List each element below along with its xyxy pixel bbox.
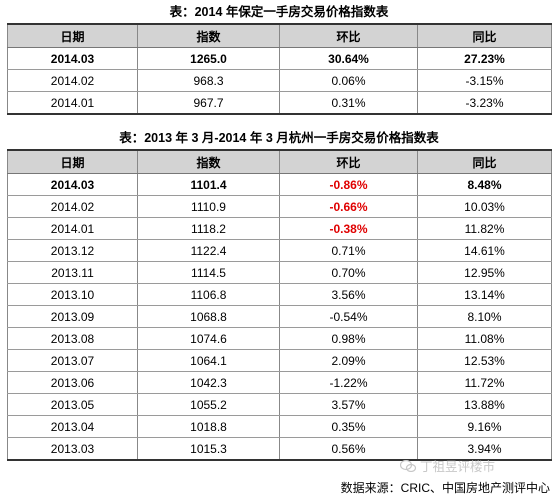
date-cell: 2013.04 (7, 415, 138, 438)
date-cell: 2013.06 (7, 371, 138, 394)
date-cell: 2013.09 (7, 305, 138, 328)
index-cell: 1110.9 (137, 195, 280, 218)
yoy-cell: 8.10% (417, 305, 552, 328)
mom-cell: 0.35% (279, 415, 418, 438)
data-source-note: 数据来源：CRIC、中国房地产测评中心 (340, 481, 550, 495)
table-row: 2013.06 1042.3 -1.22% 11.72% (7, 371, 552, 394)
hangzhou-price-index-table: 日期 指数 环比 同比 2014.03 1101.4 -0.86% 8.48% 2014… (7, 149, 552, 461)
index-cell: 1106.8 (137, 283, 280, 306)
table-row: 2013.08 1074.6 0.98% 11.08% (7, 327, 552, 350)
date-cell: 2014.01 (7, 217, 138, 240)
date-cell: 2013.10 (7, 283, 138, 306)
mom-cell: 3.57% (279, 393, 418, 416)
table-row: 2013.12 1122.4 0.71% 14.61% (7, 239, 552, 262)
yoy-cell: 14.61% (417, 239, 552, 262)
date-cell: 2014.03 (7, 47, 138, 70)
yoy-cell: -3.15% (417, 69, 552, 92)
table-row: 2013.10 1106.8 3.56% 13.14% (7, 283, 552, 306)
index-cell: 1122.4 (137, 239, 280, 262)
table-row: 2014.03 1101.4 -0.86% 8.48% (7, 173, 552, 196)
date-cell: 2014.03 (7, 173, 138, 196)
header-index: 指数 (137, 149, 280, 174)
index-cell: 1101.4 (137, 173, 280, 196)
table-row: 2014.03 1265.0 30.64% 27.23% (7, 47, 552, 70)
index-cell: 1042.3 (137, 371, 280, 394)
mom-cell: 3.56% (279, 283, 418, 306)
index-cell: 1018.8 (137, 415, 280, 438)
yoy-cell: 8.48% (417, 173, 552, 196)
table-row: 2013.05 1055.2 3.57% 13.88% (7, 393, 552, 416)
yoy-cell: 13.14% (417, 283, 552, 306)
date-cell: 2013.07 (7, 349, 138, 372)
table-row: 2013.09 1068.8 -0.54% 8.10% (7, 305, 552, 328)
mom-cell: -0.38% (279, 217, 418, 240)
baoding-price-index-table: 日期 指数 环比 同比 2014.03 1265.0 30.64% 27.23% 201… (7, 23, 552, 115)
table-row: 2014.01 967.7 0.31% -3.23% (7, 91, 552, 115)
mom-cell: -0.54% (279, 305, 418, 328)
table-row: 2013.11 1114.5 0.70% 12.95% (7, 261, 552, 284)
yoy-cell: 10.03% (417, 195, 552, 218)
table-header-row: 日期 指数 环比 同比 (7, 149, 552, 174)
mom-cell: 2.09% (279, 349, 418, 372)
date-cell: 2013.08 (7, 327, 138, 350)
header-date: 日期 (7, 23, 138, 48)
yoy-cell: 11.82% (417, 217, 552, 240)
header-date: 日期 (7, 149, 138, 174)
mom-cell: 0.98% (279, 327, 418, 350)
table-row: 2013.04 1018.8 0.35% 9.16% (7, 415, 552, 438)
index-cell: 1015.3 (137, 437, 280, 461)
date-cell: 2013.12 (7, 239, 138, 262)
date-cell: 2013.11 (7, 261, 138, 284)
mom-cell: 0.06% (279, 69, 418, 92)
index-cell: 1265.0 (137, 47, 280, 70)
mom-cell: 0.70% (279, 261, 418, 284)
mom-cell: -0.86% (279, 173, 418, 196)
index-cell: 968.3 (137, 69, 280, 92)
table2-title: 表：2013 年 3 月-2014 年 3 月杭州一手房交易价格指数表 (119, 131, 439, 145)
yoy-cell: 12.53% (417, 349, 552, 372)
watermark-text: 丁祖昱评楼市 (420, 460, 496, 474)
date-cell: 2013.03 (7, 437, 138, 461)
yoy-cell: 27.23% (417, 47, 552, 70)
header-mom: 环比 (279, 149, 418, 174)
index-cell: 1064.1 (137, 349, 280, 372)
watermark: 丁祖昱评楼市 (400, 456, 495, 475)
date-cell: 2014.02 (7, 195, 138, 218)
mom-cell: 0.56% (279, 437, 418, 461)
yoy-cell: 3.94% (417, 437, 552, 461)
table-header-row: 日期 指数 环比 同比 (7, 23, 552, 48)
table-row: 2014.02 1110.9 -0.66% 10.03% (7, 195, 552, 218)
wechat-icon (400, 459, 416, 472)
table-row: 2013.03 1015.3 0.56% 3.94% (7, 437, 552, 461)
yoy-cell: 11.72% (417, 371, 552, 394)
table-row: 2014.01 1118.2 -0.38% 11.82% (7, 217, 552, 240)
date-cell: 2014.02 (7, 69, 138, 92)
index-cell: 1118.2 (137, 217, 280, 240)
index-cell: 1114.5 (137, 261, 280, 284)
yoy-cell: 13.88% (417, 393, 552, 416)
yoy-cell: 9.16% (417, 415, 552, 438)
yoy-cell: 11.08% (417, 327, 552, 350)
yoy-cell: 12.95% (417, 261, 552, 284)
index-cell: 967.7 (137, 91, 280, 115)
yoy-cell: -3.23% (417, 91, 552, 115)
date-cell: 2014.01 (7, 91, 138, 115)
header-mom: 环比 (279, 23, 418, 48)
mom-cell: -0.66% (279, 195, 418, 218)
date-cell: 2013.05 (7, 393, 138, 416)
header-yoy: 同比 (417, 149, 552, 174)
mom-cell: -1.22% (279, 371, 418, 394)
index-cell: 1055.2 (137, 393, 280, 416)
table-row: 2014.02 968.3 0.06% -3.15% (7, 69, 552, 92)
mom-cell: 0.31% (279, 91, 418, 115)
mom-cell: 0.71% (279, 239, 418, 262)
table1-title: 表：2014 年保定一手房交易价格指数表 (169, 5, 389, 19)
index-cell: 1074.6 (137, 327, 280, 350)
header-yoy: 同比 (417, 23, 552, 48)
mom-cell: 30.64% (279, 47, 418, 70)
table-row: 2013.07 1064.1 2.09% 12.53% (7, 349, 552, 372)
index-cell: 1068.8 (137, 305, 280, 328)
header-index: 指数 (137, 23, 280, 48)
